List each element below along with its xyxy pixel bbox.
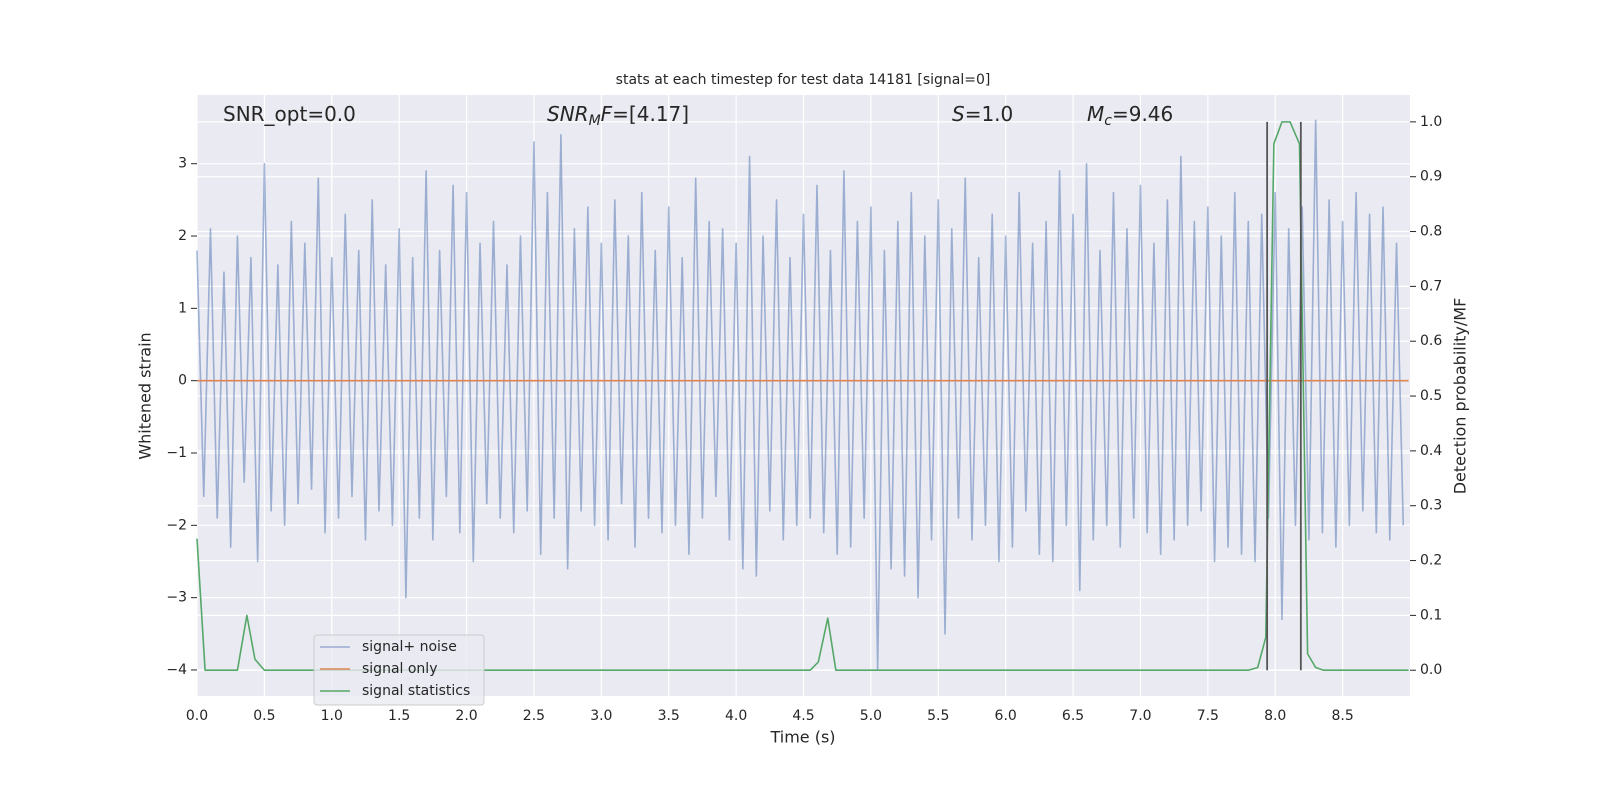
x-tick-label: 7.0 [1129,708,1151,724]
x-tick-label: 1.5 [388,708,410,724]
annotation: SNRMF=[4.17] [547,102,689,130]
y2-tick-label: 0.7 [1420,278,1442,294]
annotation-part: M [1087,102,1104,126]
y2-tick-label: 0.3 [1420,498,1442,514]
y2-tick-label: 0.8 [1420,224,1442,240]
annotation-part: =[4.17] [612,102,689,126]
annotation-part: c [1104,113,1112,129]
annotation-part: F [601,102,613,126]
y-tick-label: 3 [178,156,187,172]
annotation: SNR_opt=0.0 [223,102,356,126]
x-tick-label: 0.0 [186,708,208,724]
x-tick-label: 5.0 [860,708,882,724]
legend-box [313,634,485,706]
annotation: Mc=9.46 [1087,102,1173,130]
y2-tick-label: 0.2 [1420,553,1442,569]
chart-title: stats at each timestep for test data 141… [616,72,991,88]
x-tick-label: 4.5 [792,708,814,724]
y-tick-label: −1 [166,445,187,461]
legend-label: signal+ noise [362,639,457,655]
y-axis-label: Whitened strain [136,332,155,459]
x-axis-label: Time (s) [769,728,835,747]
x-tick-label: 8.5 [1331,708,1353,724]
series-line [196,119,1405,671]
annotation-part: =9.46 [1112,102,1173,126]
x-tick-label: 6.5 [1062,708,1084,724]
x-tick-label: 4.0 [725,708,747,724]
legend-label: signal only [362,661,437,677]
x-tick-label: 3.5 [658,708,680,724]
x-tick-label: 3.0 [590,708,612,724]
x-tick-label: 2.5 [523,708,545,724]
annotation-part: SNR_opt=0.0 [223,102,356,126]
x-tick-label: 1.0 [321,708,343,724]
y-tick-label: −3 [166,590,187,606]
y2-tick-label: 0.9 [1420,169,1442,185]
annotation: S=1.0 [952,102,1013,126]
y-tick-label: −2 [166,517,187,533]
y2-tick-label: 0.1 [1420,607,1442,623]
y-tick-label: 2 [178,228,187,244]
annotation-part: SNR [547,102,589,126]
annotation-part: S [952,102,965,126]
x-tick-label: 0.5 [253,708,275,724]
legend-label: signal statistics [362,683,470,699]
y-tick-label: 1 [178,300,187,316]
annotation-part: M [589,113,601,129]
x-tick-label: 2.0 [455,708,477,724]
y2-axis-label: Detection probability/MF [1451,298,1470,495]
y2-tick-label: 0.6 [1420,333,1442,349]
y-tick-label: 0 [178,373,187,389]
series-line [196,121,1409,672]
x-tick-label: 5.5 [927,708,949,724]
y2-tick-label: 0.0 [1420,662,1442,678]
y2-tick-label: 1.0 [1420,114,1442,130]
x-tick-label: 7.5 [1197,708,1219,724]
y-tick-label: −4 [166,662,187,678]
y2-tick-label: 0.5 [1420,388,1442,404]
x-tick-label: 8.0 [1264,708,1286,724]
x-tick-label: 6.0 [995,708,1017,724]
y2-tick-label: 0.4 [1420,443,1442,459]
annotation-part: =1.0 [965,102,1014,126]
